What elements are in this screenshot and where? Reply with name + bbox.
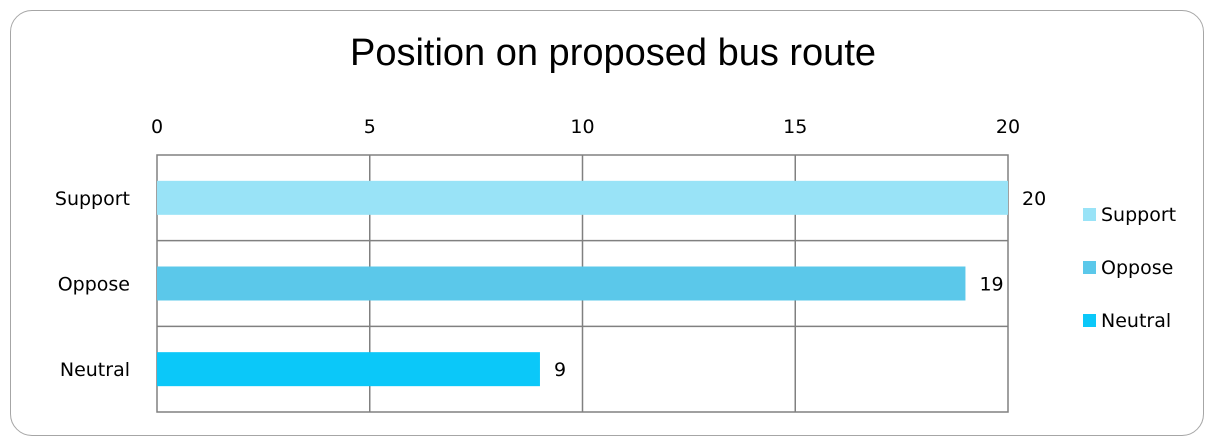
bar-oppose — [157, 266, 966, 301]
legend-label: Neutral — [1101, 310, 1171, 332]
bar-neutral — [157, 352, 540, 387]
data-label: 9 — [554, 359, 566, 381]
data-label: 20 — [1022, 188, 1046, 210]
x-tick-label: 15 — [783, 116, 807, 138]
legend-swatch — [1083, 208, 1096, 221]
bar-support — [157, 180, 1008, 215]
data-label: 19 — [979, 274, 1003, 296]
legend-label: Oppose — [1101, 257, 1173, 279]
legend-swatch — [1083, 314, 1096, 327]
legend-label: Support — [1101, 204, 1176, 226]
chart-title: Position on proposed bus route — [349, 32, 877, 74]
x-tick-label: 10 — [570, 116, 594, 138]
x-tick-label: 5 — [364, 116, 376, 138]
x-tick-label: 0 — [151, 116, 163, 138]
x-tick-label: 20 — [996, 116, 1020, 138]
category-label: Oppose — [58, 274, 130, 296]
category-label: Neutral — [60, 359, 130, 381]
legend-swatch — [1083, 261, 1096, 274]
category-label: Support — [55, 188, 130, 210]
